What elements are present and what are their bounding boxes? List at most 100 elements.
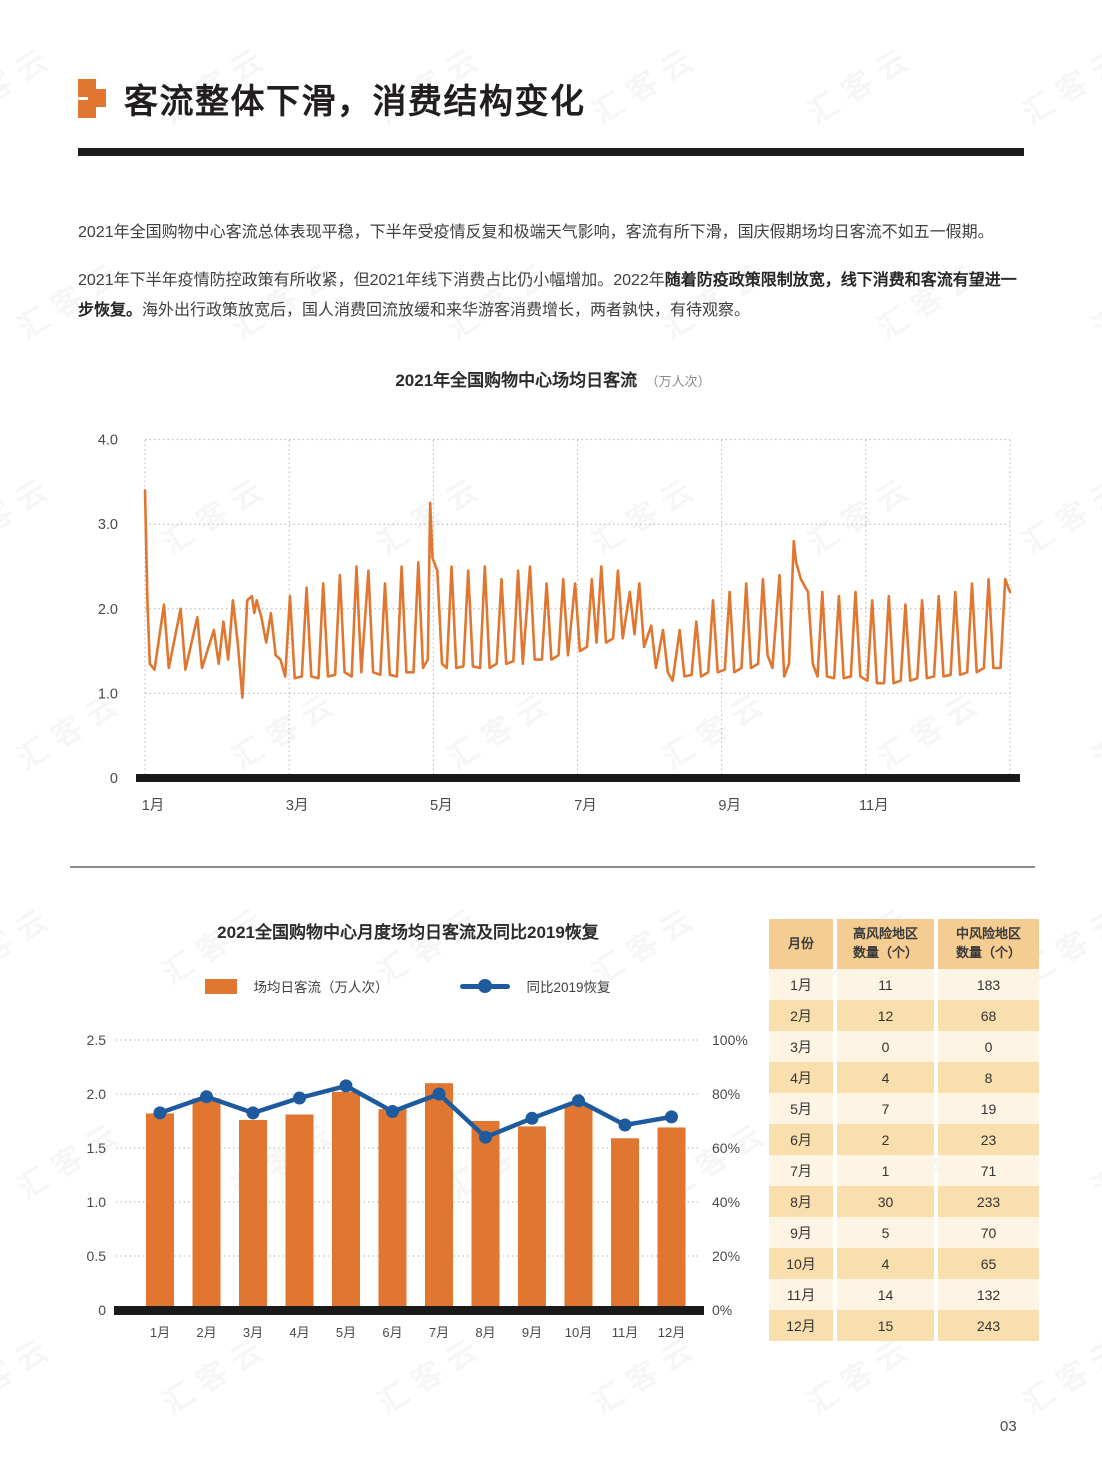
line-legend-dot	[478, 979, 493, 993]
line-legend-label: 同比2019恢复	[526, 980, 611, 995]
table-cell: 11	[837, 969, 934, 1000]
paragraph2-text-1: 2021年下半年疫情防控政策有所收紧，但2021年线下消费占比仍小幅增加。202…	[78, 272, 665, 289]
table-cell: 0	[837, 1031, 934, 1062]
table-cell: 70	[938, 1217, 1039, 1248]
table-cell: 23	[938, 1124, 1039, 1155]
daily-chart-title-text: 2021年全国购物中心场均日客流	[395, 371, 638, 390]
axis-tick-label: 3月	[243, 1325, 263, 1340]
table-cell: 65	[938, 1248, 1039, 1279]
axis-tick-label: 0.5	[87, 1248, 107, 1264]
table-cell: 12月	[769, 1310, 833, 1341]
paragraph2-text-2: 海外出行政策放宽后，国人消费回流放缓和来华游客消费增长，两者孰快，有待观察。	[142, 301, 751, 319]
table-cell: 1月	[769, 969, 833, 1000]
table-cell: 3月	[769, 1031, 833, 1062]
title-rule	[78, 148, 1024, 156]
daily-chart-unit: （万人次）	[645, 374, 711, 389]
recovery-point-4月	[293, 1091, 306, 1105]
section-divider	[70, 866, 1035, 868]
recovery-point-2月	[200, 1090, 213, 1104]
axis-tick-label: 2.0	[87, 1086, 107, 1102]
axis-tick-label: 12月	[658, 1325, 685, 1340]
marker-square-2	[88, 89, 106, 107]
bar-12月	[657, 1127, 686, 1310]
paragraph2-bold-text: 随着防疫政策限制放宽，线下消费和客流有望进一步恢复。	[78, 272, 1017, 319]
axis-tick-label: 1.5	[87, 1140, 107, 1156]
axis-tick-label: 3.0	[98, 517, 118, 533]
bar-2月	[192, 1098, 221, 1310]
table-cell: 7月	[769, 1155, 833, 1186]
page-title: 客流整体下滑，消费结构变化	[124, 83, 586, 121]
table-cell: 5月	[769, 1093, 833, 1124]
table-cell: 2	[837, 1124, 934, 1155]
table-cell: 233	[938, 1186, 1039, 1217]
axis-tick-label: 40%	[712, 1194, 740, 1210]
table-cell: 30	[837, 1186, 934, 1217]
table-cell: 7	[837, 1093, 934, 1124]
intro-paragraph-2: 2021年下半年疫情防控政策有所收紧，但2021年线下消费占比仍小幅增加。202…	[78, 266, 1026, 325]
recovery-point-7月	[432, 1087, 446, 1101]
table-cell: 132	[938, 1279, 1039, 1310]
bar-4月	[285, 1114, 314, 1310]
axis-tick-label: 4.0	[98, 433, 118, 449]
table-cell: 11月	[769, 1279, 833, 1310]
table-cell: 14	[837, 1279, 934, 1310]
table-cell: 71	[938, 1155, 1039, 1186]
bar-7月	[425, 1083, 453, 1310]
bar-legend-swatch	[205, 978, 238, 994]
axis-tick-label: 5月	[336, 1325, 356, 1340]
table-header-cell: 中风险地区 数量（个）	[938, 919, 1039, 969]
table-cell: 5	[837, 1217, 934, 1248]
axis-tick-label: 1月	[142, 798, 165, 814]
bar-11月	[611, 1138, 639, 1310]
bar-8月	[471, 1121, 500, 1310]
table-cell: 19	[938, 1093, 1039, 1124]
page-number: 03	[1000, 1418, 1017, 1435]
table-cell: 4月	[769, 1062, 833, 1093]
table-cell: 183	[938, 969, 1039, 1000]
axis-tick-label: 6月	[382, 1325, 402, 1340]
recovery-point-3月	[246, 1106, 260, 1120]
bar-10月	[564, 1104, 593, 1310]
axis-tick-label: 100%	[712, 1032, 748, 1048]
axis-tick-label: 1.0	[87, 1194, 107, 1210]
axis-tick-label: 2.0	[98, 602, 118, 618]
axis-tick-label: 2.5	[87, 1032, 107, 1048]
recovery-point-1月	[153, 1106, 167, 1120]
daily-chart-plot: 0 1.0 2.0 3.0 4.0 1月 3月 5月 7月 9月 11月	[98, 433, 1020, 814]
monthly-chart-plot: 0 0.5 1.0 1.5 2.0 2.5 0% 20% 40% 60% 80% 100% 1月 2月 3月…	[87, 1032, 748, 1340]
axis-tick-label: 0	[98, 1302, 106, 1318]
recovery-point-6月	[386, 1105, 399, 1118]
table-cell: 243	[938, 1310, 1039, 1341]
axis-tick-label: 1.0	[98, 686, 118, 702]
bar-6月	[378, 1109, 407, 1310]
daily-traffic-line-chart: 0 1.0 2.0 3.0 4.0 1月 3月 5月 7月 9月 11月	[98, 433, 1020, 814]
monthly-traffic-combo-chart: 0 0.5 1.0 1.5 2.0 2.5 0% 20% 40% 60% 80% 100% 1月 2月 3月…	[87, 1032, 748, 1340]
table-cell: 0	[938, 1031, 1039, 1062]
axis-tick-label: 11月	[859, 798, 889, 814]
axis-tick-label: 0%	[712, 1302, 732, 1318]
bar-legend-label: 场均日客流（万人次）	[253, 980, 389, 995]
table-cell: 2月	[769, 1000, 833, 1031]
axis-tick-label: 20%	[712, 1248, 740, 1264]
table-cell: 4	[837, 1062, 934, 1093]
axis-tick-label: 7月	[574, 798, 597, 814]
table-cell: 15	[837, 1310, 934, 1341]
axis-tick-label: 9月	[522, 1325, 542, 1340]
table-cell: 8	[938, 1062, 1039, 1093]
table-cell: 6月	[769, 1124, 833, 1155]
axis-tick-label: 2月	[196, 1325, 216, 1340]
table-header-cell: 月份	[769, 919, 833, 969]
table-cell: 8月	[769, 1186, 833, 1217]
intro-paragraph-1: 2021年全国购物中心客流总体表现平稳，下半年受疫情反复和极端天气影响，客流有所…	[78, 224, 994, 241]
axis-tick-label: 8月	[475, 1325, 495, 1340]
axis-tick-label: 3月	[286, 798, 309, 814]
table-cell: 1	[837, 1155, 934, 1186]
monthly-chart-title: 2021全国购物中心月度场均日客流及同比2019恢复	[217, 923, 599, 942]
x-axis-bar	[136, 774, 1020, 782]
bar-9月	[518, 1126, 546, 1310]
bar-5月	[332, 1091, 360, 1310]
axis-tick-label: 60%	[712, 1140, 740, 1156]
line-legend-marker	[460, 979, 511, 993]
daily-chart-title: 2021年全国购物中心场均日客流 （万人次）	[78, 366, 1028, 391]
